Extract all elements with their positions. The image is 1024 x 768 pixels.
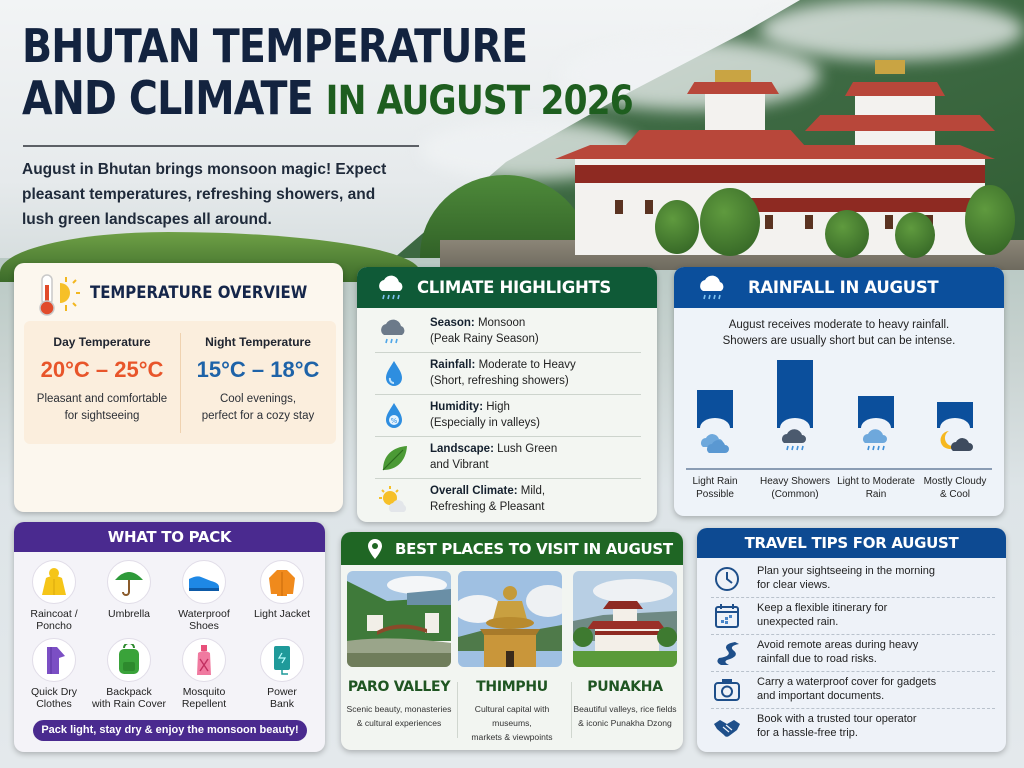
pack-item: Raincoat / Poncho xyxy=(16,560,92,632)
tip-item: Keep a flexible itinerary for unexpected … xyxy=(711,599,995,635)
hero-description: August in Bhutan brings monsoon magic! E… xyxy=(22,161,387,228)
pack-item: Mosquito Repellent xyxy=(166,638,242,710)
temperature-panel: Day Temperature 20°C – 25°C Pleasant and… xyxy=(24,321,336,444)
travel-tips-card: TRAVEL TIPS FOR AUGUST Plan your sightse… xyxy=(697,528,1006,752)
handshake-icon xyxy=(714,720,740,737)
rainfall-header: RAINFALL IN AUGUST xyxy=(674,267,1004,308)
night-temperature: Night Temperature 15°C – 18°C Cool eveni… xyxy=(180,321,336,444)
place-desc-paro: Scenic beauty, monasteries & cultural exp… xyxy=(346,704,452,728)
place-name-paro: PARO VALLEY xyxy=(347,679,451,695)
climate-title: CLIMATE HIGHLIGHTS xyxy=(417,278,611,297)
rain-bar-moderate xyxy=(858,396,894,438)
pack-item: Backpack with Rain Cover xyxy=(91,638,167,710)
what-to-pack-card: WHAT TO PACK Raincoat / Poncho Umbrella W… xyxy=(14,522,325,752)
pack-footer-banner: Pack light, stay dry & enjoy the monsoon… xyxy=(33,720,307,741)
rain-category: Mostly Cloudy & Cool xyxy=(923,476,987,500)
spray-bottle-icon xyxy=(197,645,211,675)
rain-category: Heavy Showers (Common) xyxy=(759,476,831,500)
pack-item: Umbrella xyxy=(91,560,167,620)
rain-cloud-icon xyxy=(381,319,405,344)
divider xyxy=(457,682,458,738)
calendar-icon xyxy=(715,604,739,628)
pack-item: Quick Dry Clothes xyxy=(16,638,92,710)
winding-road-icon xyxy=(717,642,739,665)
title-line-2: AND CLIMATE xyxy=(22,71,314,125)
rain-cloud-icon xyxy=(379,275,403,300)
climate-item-humidity: % Humidity: High (Especially in valleys) xyxy=(375,395,641,437)
title-line-1: BHUTAN TEMPERATURE xyxy=(22,19,528,73)
thermometer-sun-icon xyxy=(39,274,80,316)
night-cloudy-icon xyxy=(940,431,973,451)
places-header: BEST PLACES TO VISIT IN AUGUST xyxy=(341,532,683,565)
umbrella-icon xyxy=(115,572,143,596)
day-temperature: Day Temperature 20°C – 25°C Pleasant and… xyxy=(24,321,180,444)
night-temperature-value: 15°C – 18°C xyxy=(196,357,320,382)
pack-item: Power Bank xyxy=(244,638,320,710)
tip-item: Carry a waterproof cover for gadgets and … xyxy=(711,673,995,709)
best-places-card: BEST PLACES TO VISIT IN AUGUST PARO VALL… xyxy=(341,532,683,750)
light-rain-icon xyxy=(863,429,887,451)
divider xyxy=(571,682,572,738)
page-title: BHUTAN TEMPERATURE AND CLIMATE IN AUGUST… xyxy=(22,19,634,127)
day-temperature-value: 20°C – 25°C xyxy=(40,357,164,382)
places-title: BEST PLACES TO VISIT IN AUGUST xyxy=(395,539,673,558)
climate-item-season: Season: Monsoon (Peak Rainy Season) xyxy=(375,311,641,353)
place-name-punakha: PUNAKHA xyxy=(587,679,663,695)
tip-item: Avoid remote areas during heavy rainfall … xyxy=(711,636,995,672)
place-desc-punakha: Beautiful valleys, rice fields & iconic P… xyxy=(573,704,677,728)
dzong-illustration xyxy=(555,60,1015,260)
humidity-drop-icon: % xyxy=(386,403,402,428)
backpack-icon xyxy=(119,644,139,674)
rain-category: Light Rain Possible xyxy=(692,476,738,500)
title-accent: IN AUGUST 2026 xyxy=(325,78,634,124)
climate-highlights-card: CLIMATE HIGHLIGHTS Season: Monsoon (Peak … xyxy=(357,267,657,522)
tip-item: Plan your sightseeing in the morning for … xyxy=(711,562,995,598)
climate-item-rainfall: Rainfall: Moderate to Heavy (Short, refre… xyxy=(375,353,641,395)
rainfall-intro: August receives moderate to heavy rainfa… xyxy=(722,319,956,347)
shoe-icon xyxy=(189,576,219,591)
sun-cloud-icon xyxy=(379,486,407,512)
jacket-icon xyxy=(269,570,295,596)
pack-header: WHAT TO PACK xyxy=(14,522,325,552)
climate-item-landscape: Landscape: Lush Green and Vibrant xyxy=(375,437,641,479)
cloudy-icon xyxy=(701,434,729,453)
rain-cloud-icon xyxy=(700,275,724,300)
paro-valley-image xyxy=(347,571,451,667)
chart-axis xyxy=(686,468,992,470)
water-drop-icon xyxy=(386,361,402,386)
column-divider xyxy=(180,333,181,433)
pack-item: Waterproof Shoes xyxy=(166,560,242,632)
climate-item-overall: Overall Climate: Mild, Refreshing & Pleas… xyxy=(375,479,641,521)
rain-bar-cloudy xyxy=(937,402,973,438)
clothes-icon xyxy=(47,647,65,674)
rain-bar-light xyxy=(697,390,733,438)
climate-header: CLIMATE HIGHLIGHTS xyxy=(357,267,657,308)
camera-icon xyxy=(714,679,740,701)
raincoat-icon xyxy=(42,568,66,595)
punakha-image xyxy=(573,571,677,667)
place-name-thimphu: THIMPHU xyxy=(476,679,548,695)
place-desc-thimphu: Cultural capital with museums, markets & … xyxy=(471,704,553,742)
svg-text:%: % xyxy=(391,417,398,425)
pack-title: WHAT TO PACK xyxy=(107,528,232,546)
map-pin-icon xyxy=(368,539,382,559)
rainfall-title: RAINFALL IN AUGUST xyxy=(748,278,939,297)
power-bank-icon xyxy=(274,646,290,675)
rain-bar-heavy xyxy=(777,360,813,438)
leaf-icon xyxy=(382,446,407,471)
temperature-title: TEMPERATURE OVERVIEW xyxy=(90,283,308,303)
tips-header: TRAVEL TIPS FOR AUGUST xyxy=(697,528,1006,558)
heavy-rain-icon xyxy=(782,429,806,451)
temperature-overview-card: TEMPERATURE OVERVIEW Day Temperature 20°… xyxy=(14,263,343,512)
title-divider xyxy=(23,145,419,147)
tips-title: TRAVEL TIPS FOR AUGUST xyxy=(744,534,959,552)
rain-category: Light to Moderate Rain xyxy=(837,476,915,500)
pack-item: Light Jacket xyxy=(244,560,320,620)
rainfall-card: RAINFALL IN AUGUST August receives moder… xyxy=(674,267,1004,516)
thimphu-image xyxy=(458,571,562,667)
clock-icon xyxy=(715,567,739,591)
tip-item: Book with a trusted tour operator for a h… xyxy=(711,710,995,746)
